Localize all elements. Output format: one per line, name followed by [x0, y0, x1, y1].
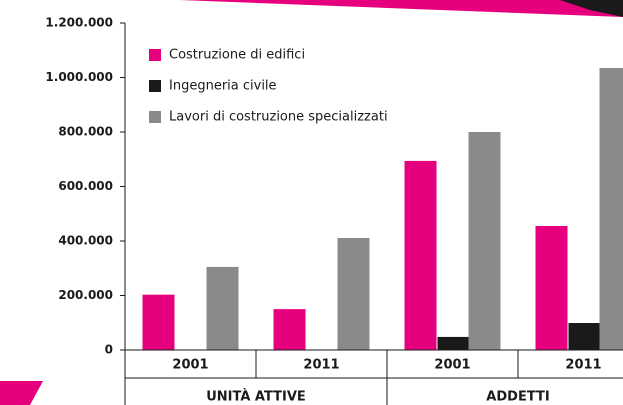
bar	[535, 226, 568, 350]
group-label: UNITÀ ATTIVE	[206, 389, 306, 405]
y-tick-label: 1.000.000	[45, 70, 113, 84]
bar	[404, 160, 437, 350]
bar	[568, 323, 601, 350]
y-tick-label: 800.000	[58, 125, 113, 139]
legend-label: Ingegneria civile	[169, 79, 277, 94]
x-tick-label: 2001	[172, 358, 208, 373]
y-tick-label: 600.000	[58, 179, 113, 193]
x-tick-label: 2011	[565, 358, 601, 373]
bar	[468, 132, 501, 350]
bar	[337, 238, 370, 350]
bar	[437, 336, 470, 350]
legend-swatch	[149, 49, 161, 61]
bar	[599, 67, 623, 351]
decor-banner-dark	[560, 0, 623, 17]
decor-banner	[180, 0, 623, 17]
legend-swatch	[149, 111, 161, 123]
decor-corner	[0, 381, 43, 405]
x-tick-label: 2001	[434, 358, 470, 373]
x-tick-label: 2011	[303, 358, 339, 373]
legend-label: Costruzione di edifici	[169, 48, 305, 63]
y-tick-label: 200.000	[58, 288, 113, 302]
group-label: ADDETTI	[486, 390, 549, 405]
bar	[273, 309, 306, 350]
legend-label: Lavori di costruzione specializzati	[169, 110, 388, 125]
y-tick-label: 400.000	[58, 234, 113, 248]
bar	[206, 266, 239, 350]
y-tick-label: 0	[105, 343, 113, 357]
y-tick-label: 1.200.000	[45, 16, 113, 30]
bar	[142, 294, 175, 350]
legend-swatch	[149, 80, 161, 92]
